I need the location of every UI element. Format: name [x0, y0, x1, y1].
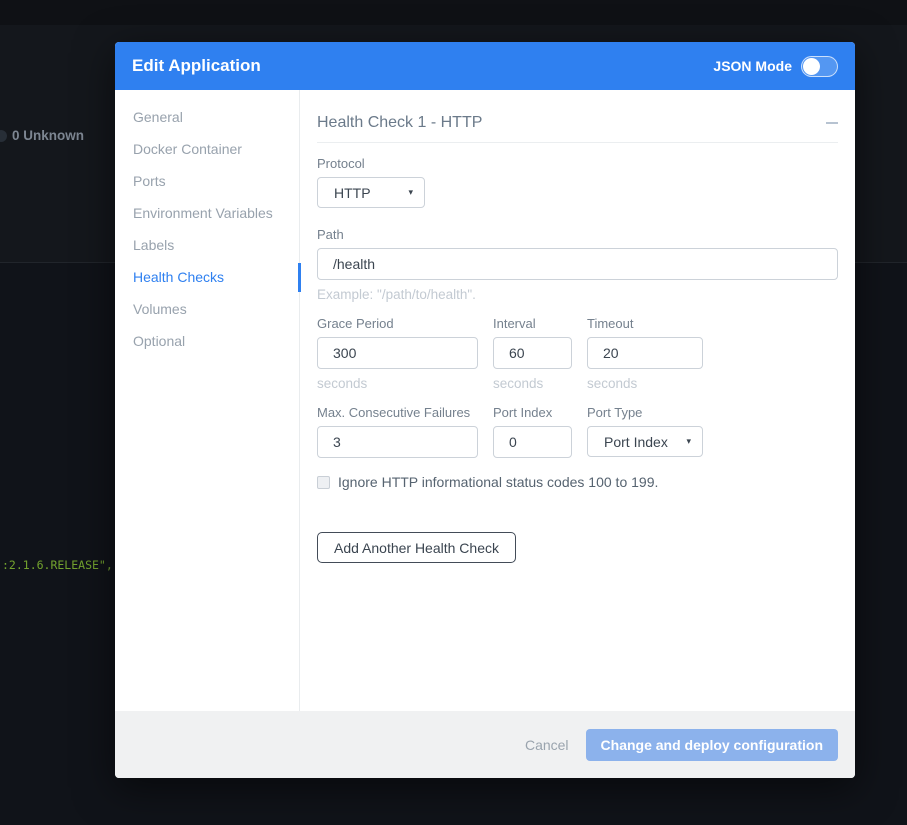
ignore-http-1xx-checkbox[interactable]	[317, 475, 330, 489]
collapse-minus-icon[interactable]	[826, 122, 838, 124]
ignore-http-1xx-row: Ignore HTTP informational status codes 1…	[317, 474, 838, 490]
sidebar-item-labels[interactable]: Labels	[133, 237, 175, 253]
modal-header: Edit Application JSON Mode	[115, 42, 855, 90]
sidebar-item-volumes[interactable]: Volumes	[133, 301, 187, 317]
background-code-snippet: :2.1.6.RELEASE",	[2, 558, 113, 572]
sidebar-item-health-checks[interactable]: Health Checks	[115, 261, 301, 293]
protocol-label: Protocol	[317, 156, 365, 171]
background-topbar	[0, 0, 907, 25]
timeout-input[interactable]	[587, 337, 703, 369]
timeout-label: Timeout	[587, 316, 634, 331]
protocol-select[interactable]: HTTP ▾	[317, 177, 425, 208]
unknown-status-text: 0 Unknown	[12, 128, 85, 143]
section-title: Health Check 1 - HTTP	[317, 114, 483, 131]
max-consecutive-failures-label: Max. Consecutive Failures	[317, 405, 471, 420]
json-mode-toggle[interactable]	[801, 55, 838, 77]
interval-input[interactable]	[493, 337, 572, 369]
grace-period-hint: seconds	[317, 376, 368, 391]
caret-down-icon: ▾	[686, 436, 691, 446]
port-index-input[interactable]	[493, 426, 572, 458]
toggle-knob	[803, 57, 820, 75]
port-type-label: Port Type	[587, 405, 643, 420]
modal-title: Edit Application	[132, 56, 261, 75]
port-index-label: Port Index	[493, 405, 553, 420]
interval-hint: seconds	[493, 376, 544, 391]
modal-body: General Docker Container Ports Environme…	[115, 90, 855, 711]
protocol-value: HTTP	[334, 184, 371, 201]
modal-footer: Cancel Change and deploy configuration	[115, 711, 855, 778]
sidebar-item-environment-variables[interactable]: Environment Variables	[133, 205, 273, 221]
edit-application-modal: Edit Application JSON Mode General Docke…	[115, 42, 855, 778]
max-consecutive-failures-input[interactable]	[317, 426, 478, 458]
health-checks-panel: Health Check 1 - HTTP Protocol HTTP ▾ Pa…	[300, 90, 855, 711]
port-type-value: Port Index	[604, 433, 668, 450]
add-health-check-button[interactable]: Add Another Health Check	[317, 532, 516, 563]
ignore-http-1xx-label: Ignore HTTP informational status codes 1…	[338, 474, 659, 490]
timing-row: Grace Period seconds Interval seconds Ti…	[317, 316, 838, 391]
path-label: Path	[317, 227, 344, 242]
json-mode-control: JSON Mode	[713, 55, 838, 77]
interval-label: Interval	[493, 316, 536, 331]
sidebar-item-ports[interactable]: Ports	[133, 173, 166, 189]
sidebar-item-optional[interactable]: Optional	[133, 333, 186, 349]
caret-down-icon: ▾	[408, 187, 413, 197]
json-mode-label: JSON Mode	[713, 58, 792, 74]
port-type-select[interactable]: Port Index ▾	[587, 426, 703, 457]
path-hint: Example: "/path/to/health".	[317, 287, 476, 302]
grace-period-label: Grace Period	[317, 316, 394, 331]
modal-sidebar: General Docker Container Ports Environme…	[115, 90, 301, 711]
path-input[interactable]	[317, 248, 838, 280]
status-dot-icon	[0, 130, 7, 142]
sidebar-item-docker-container[interactable]: Docker Container	[133, 141, 242, 157]
port-row: Max. Consecutive Failures Port Index Por…	[317, 405, 838, 458]
grace-period-input[interactable]	[317, 337, 478, 369]
sidebar-item-general[interactable]: General	[133, 109, 183, 125]
cancel-button[interactable]: Cancel	[524, 736, 569, 753]
timeout-hint: seconds	[587, 376, 638, 391]
section-header: Health Check 1 - HTTP	[317, 114, 838, 143]
change-and-deploy-button[interactable]: Change and deploy configuration	[585, 728, 838, 761]
